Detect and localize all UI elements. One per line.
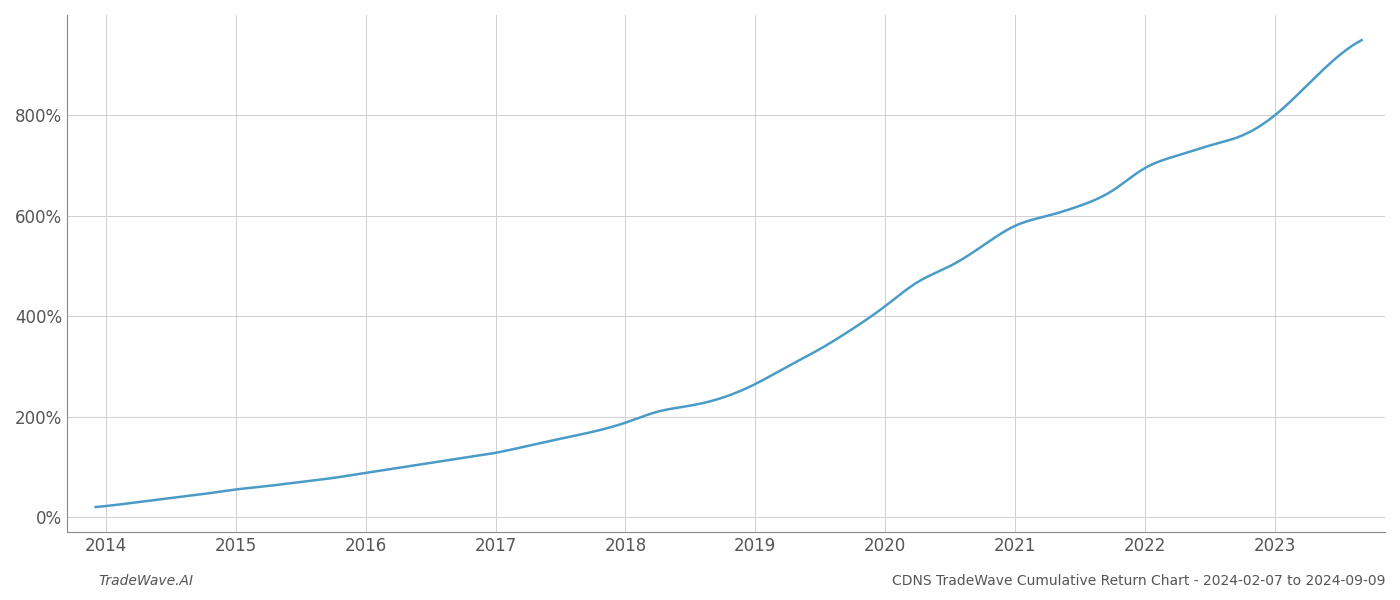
Text: TradeWave.AI: TradeWave.AI bbox=[98, 574, 193, 588]
Text: CDNS TradeWave Cumulative Return Chart - 2024-02-07 to 2024-09-09: CDNS TradeWave Cumulative Return Chart -… bbox=[893, 574, 1386, 588]
